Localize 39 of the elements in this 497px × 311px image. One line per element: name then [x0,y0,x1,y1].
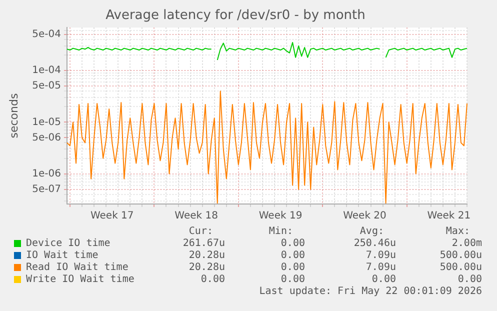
text: Last update: Fri May 22 00:01:09 2026 [259,286,482,298]
y-tick-label: 1e-06 [32,168,61,180]
chart-title: Average latency for /dev/sr0 - by month [106,8,366,24]
text: Max: [446,226,470,238]
text: 0.00 [200,274,225,286]
text: Min: [268,226,293,238]
y-axis-title: seconds [7,93,20,138]
text: 0.00 [280,250,305,262]
x-tick-label: Week 19 [258,210,302,222]
text: 0.00 [458,274,482,286]
legend-label: IO Wait time [26,250,98,262]
text: 0.00 [280,274,305,286]
y-tick-label: 5e-04 [32,29,61,40]
y-tick-label: 5e-07 [32,184,61,195]
text: 20.28u [188,262,225,274]
text: 500.00u [440,250,482,262]
text: 500.00u [440,262,482,274]
text: 261.67u [182,238,225,250]
text: 0.00 [280,238,305,250]
legend-label: Read IO Wait time [26,262,128,274]
text: 250.46u [354,238,396,250]
text: 20.28u [188,250,225,262]
x-tick-label: Week 21 [427,210,471,222]
y-tick-label: 5e-05 [32,80,61,92]
text: 0.00 [372,274,396,286]
y-tick-label: 1e-05 [32,116,61,128]
y-tick-label: 1e-04 [32,65,61,76]
text: Cur: [188,226,213,238]
text: Avg: [360,226,384,238]
text: 2.00m [452,238,482,250]
legend-label: Write IO Wait time [26,274,134,286]
x-tick-label: Week 17 [90,210,134,222]
text: 7.09u [366,250,396,262]
x-tick-label: Week 20 [343,210,386,222]
text: 0.00 [280,262,305,274]
legend-label: Device IO time [26,238,110,250]
x-tick-label: Week 18 [174,210,218,222]
text: 7.09u [366,262,396,274]
y-tick-label: 5e-06 [32,132,61,144]
